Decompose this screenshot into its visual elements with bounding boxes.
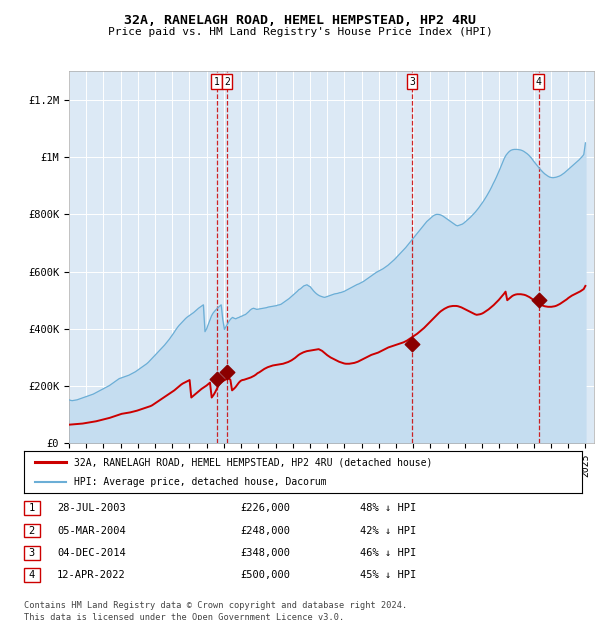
Text: 2: 2	[224, 77, 230, 87]
Text: 45% ↓ HPI: 45% ↓ HPI	[360, 570, 416, 580]
Text: This data is licensed under the Open Government Licence v3.0.: This data is licensed under the Open Gov…	[24, 613, 344, 620]
Point	[222, 368, 232, 378]
Text: 12-APR-2022: 12-APR-2022	[57, 570, 126, 580]
Text: 42% ↓ HPI: 42% ↓ HPI	[360, 526, 416, 536]
Text: 28-JUL-2003: 28-JUL-2003	[57, 503, 126, 513]
Text: 3: 3	[29, 548, 35, 558]
Text: Price paid vs. HM Land Registry's House Price Index (HPI): Price paid vs. HM Land Registry's House …	[107, 27, 493, 37]
Point	[407, 339, 416, 348]
Text: £248,000: £248,000	[240, 526, 290, 536]
Text: 32A, RANELAGH ROAD, HEMEL HEMPSTEAD, HP2 4RU: 32A, RANELAGH ROAD, HEMEL HEMPSTEAD, HP2…	[124, 14, 476, 27]
Text: 4: 4	[536, 77, 542, 87]
Text: 4: 4	[29, 570, 35, 580]
Text: 3: 3	[409, 77, 415, 87]
Point	[534, 295, 544, 305]
Text: 05-MAR-2004: 05-MAR-2004	[57, 526, 126, 536]
Text: £226,000: £226,000	[240, 503, 290, 513]
Text: HPI: Average price, detached house, Dacorum: HPI: Average price, detached house, Daco…	[74, 477, 327, 487]
Text: Contains HM Land Registry data © Crown copyright and database right 2024.: Contains HM Land Registry data © Crown c…	[24, 601, 407, 610]
Point	[212, 374, 221, 384]
Text: 48% ↓ HPI: 48% ↓ HPI	[360, 503, 416, 513]
Text: 46% ↓ HPI: 46% ↓ HPI	[360, 548, 416, 558]
Text: 1: 1	[29, 503, 35, 513]
Text: 32A, RANELAGH ROAD, HEMEL HEMPSTEAD, HP2 4RU (detached house): 32A, RANELAGH ROAD, HEMEL HEMPSTEAD, HP2…	[74, 457, 433, 467]
Text: 1: 1	[214, 77, 220, 87]
Text: 2: 2	[29, 526, 35, 536]
Text: £348,000: £348,000	[240, 548, 290, 558]
Text: 04-DEC-2014: 04-DEC-2014	[57, 548, 126, 558]
Text: £500,000: £500,000	[240, 570, 290, 580]
